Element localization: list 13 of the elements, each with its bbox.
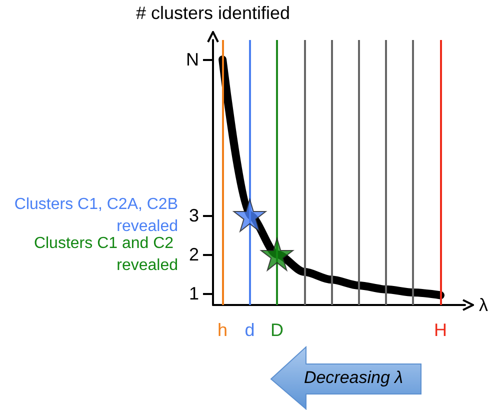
y-tick-label: 2	[188, 244, 199, 264]
text: Clusters C1, C2A, C2B revealed	[14, 196, 178, 235]
y-tick-label: 3	[188, 205, 199, 226]
text: Decreasing λ	[302, 368, 404, 388]
x-tick-label: D	[270, 320, 284, 340]
y-tick-label: 1	[188, 283, 199, 304]
y-tick-label: N	[186, 49, 199, 70]
y-axis-title: # clusters identified	[136, 3, 290, 23]
x-tick-label: H	[434, 320, 447, 340]
x-tick-label: h	[218, 320, 228, 340]
x-axis-title: λ	[479, 295, 488, 315]
x-tick-label: d	[244, 320, 255, 340]
text: Clusters C1 and C2 revealed	[34, 234, 178, 274]
